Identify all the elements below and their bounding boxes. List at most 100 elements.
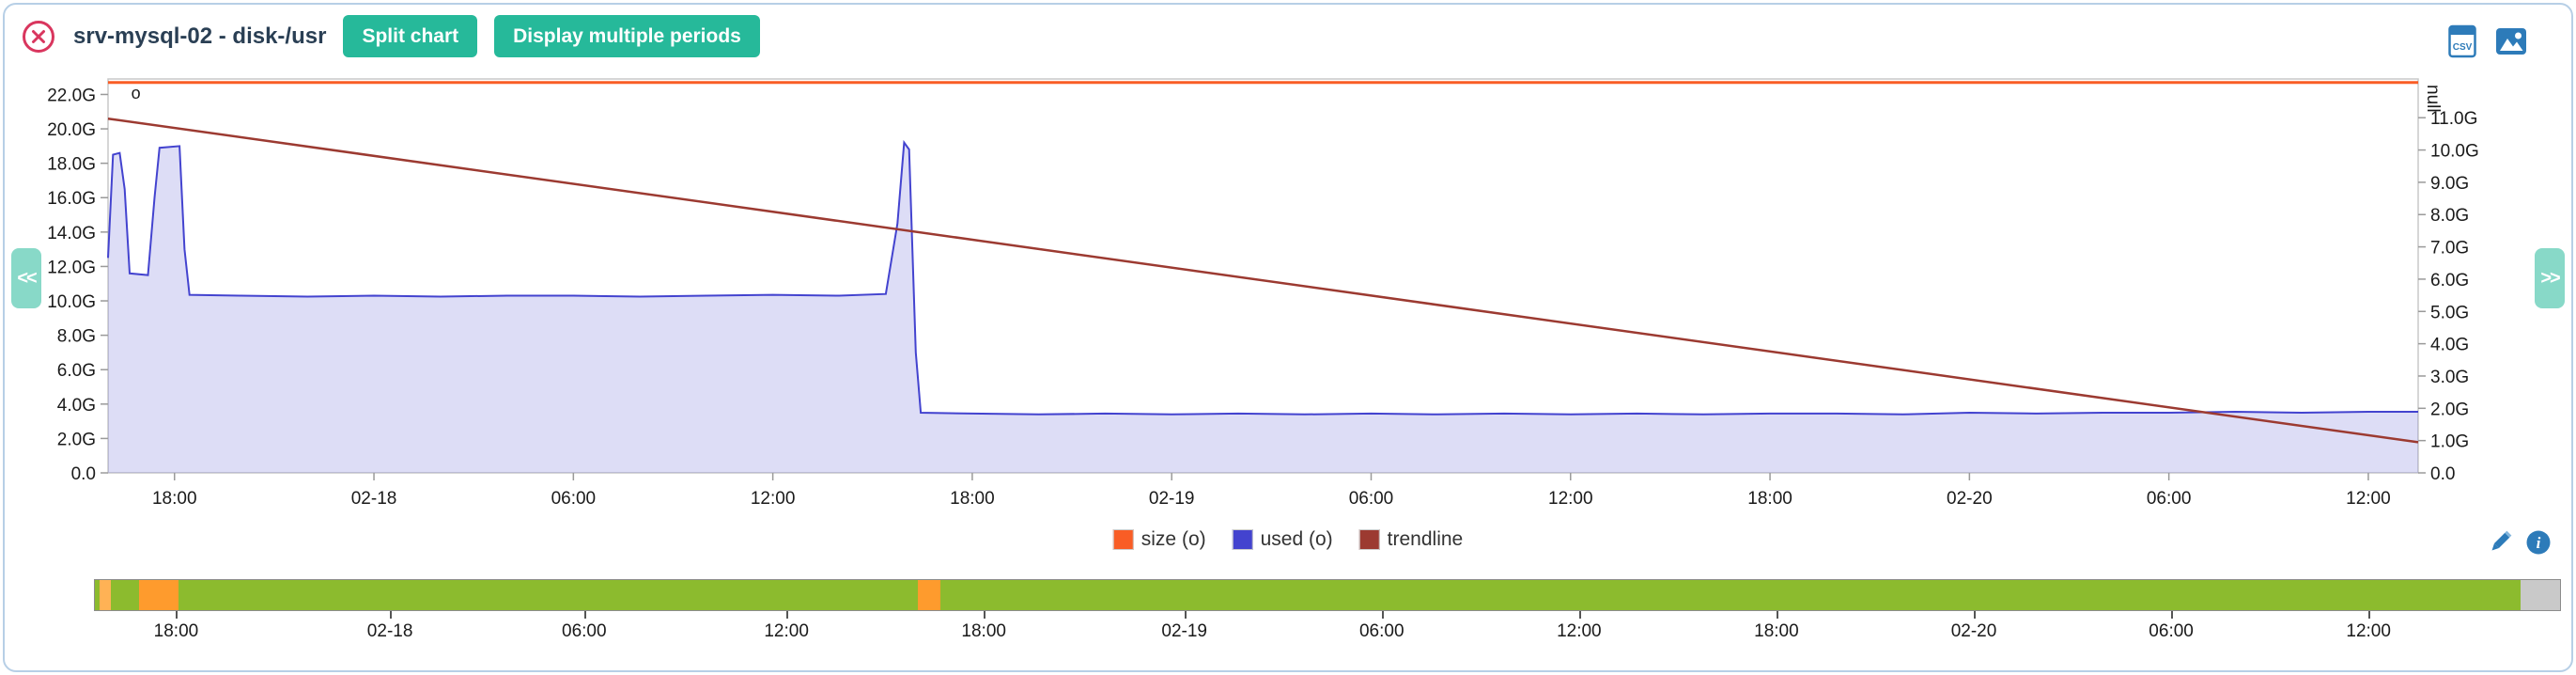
legend-item-size: size (o) [1112,528,1206,551]
circle-x-icon [21,20,56,57]
timeline-axis-label: 18:00 [153,621,199,641]
timeline-tick [1381,611,1384,619]
timeline-axis-label: 02-20 [1950,621,1997,641]
chart-legend: size (o) used (o) trendline [1112,528,1464,551]
timeline-axis-label: 02-18 [366,621,413,641]
left-axis-label: 8.0G [57,327,96,347]
left-axis-label: 2.0G [57,430,96,449]
csv-export-button[interactable]: CSV [2446,24,2478,58]
timeline-segment-orange [139,580,179,610]
left-axis-label: 22.0G [47,86,96,105]
legend-item-trendline: trendline [1358,528,1464,551]
timeline-axis-label: 12:00 [2346,621,2391,641]
x-axis-label: 02-20 [1947,489,1993,509]
series-used-fill [108,142,2418,473]
image-export-button[interactable] [2495,27,2527,55]
close-button[interactable] [21,19,56,55]
timeline-labels: 18:00 02-18 06:00 12:00 18:00 02-19 06:00 12:00… [94,620,2561,644]
legend-swatch-trendline [1358,529,1380,550]
right-axis-label: 7.0G [2430,239,2469,259]
disk-usage-chart[interactable]: 22.0G 20.0G 18.0G 16.0G 14.0G 12.0G 10.0G 8.0G 6… [0,0,2576,523]
timeline-segment-green [940,580,2521,610]
timeline-tick [1776,611,1778,619]
timeline-tick [2171,611,2174,619]
legend-label-trendline: trendline [1387,528,1464,550]
timeline-tick [1184,611,1187,619]
timeline-axis-label: 12:00 [764,621,809,641]
timeline-axis-label: 02-19 [1161,621,1207,641]
left-axis-label: 10.0G [47,292,96,312]
image-export-icon [2495,28,2527,58]
right-axis-label: 5.0G [2430,303,2469,322]
right-axis-label: 4.0G [2430,336,2469,355]
previous-period-button[interactable]: << [11,248,41,308]
timeline-tick [2368,611,2371,619]
left-axis-label: 4.0G [57,396,96,416]
right-axis-label: 11.0G [2430,109,2477,129]
x-axis-label: 18:00 [152,489,197,509]
timeline-tick [1974,611,1976,619]
timeline-axis-label: 18:00 [1754,621,1799,641]
x-axis-label: 06:00 [2147,489,2192,509]
timeline-tick [176,611,178,619]
series-used-line [107,139,2418,416]
x-axis-label: 12:00 [751,489,796,509]
left-axis-label: 6.0G [57,361,96,381]
timeline-segment-orange [918,580,941,610]
timeline-tick [583,611,586,619]
panel-header: srv-mysql-02 - disk-/usr Split chart Dis… [21,15,760,57]
timeline-region: 18:00 02-18 06:00 12:00 18:00 02-19 06:00 12:00… [94,579,2561,644]
left-axis-label: 18.0G [47,155,96,175]
x-axis-label: 12:00 [1548,489,1593,509]
timeline-segment-green [111,580,140,610]
right-axis-label: 8.0G [2430,206,2469,226]
x-axis-label: 02-18 [351,489,397,509]
next-period-button[interactable]: >> [2535,248,2565,308]
right-axis-label: 6.0G [2430,271,2469,290]
timeline-selector[interactable] [94,579,2561,611]
chart-info-button[interactable]: i [2525,529,2552,556]
right-axis-label: 1.0G [2430,432,2469,452]
timeline-segment-green [95,580,101,610]
edit-chart-button[interactable] [2486,528,2514,557]
timeline-segment-green [178,580,919,610]
page-title: srv-mysql-02 - disk-/usr [73,23,327,49]
left-axis-label: 16.0G [47,189,96,209]
x-axis-label: 12:00 [2346,489,2391,509]
timeline-tick [390,611,393,619]
pencil-icon [2486,530,2514,559]
x-axis-label: 06:00 [1349,489,1394,509]
right-axis-label: 10.0G [2430,142,2479,162]
timeline-axis-label: 12:00 [1557,621,1602,641]
timeline-segment-orange_light [100,580,112,610]
series-trendline-line [107,117,2419,444]
plot-area[interactable] [107,78,2419,474]
left-axis-label: 20.0G [47,120,96,140]
x-axis-label: 18:00 [1747,489,1792,509]
timeline-tick [984,611,986,619]
x-axis-label: 06:00 [551,489,597,509]
chart-annotation: o [132,84,141,102]
info-icon: i [2525,530,2552,558]
left-axis-label: 14.0G [47,224,96,243]
timeline-tick [786,611,789,619]
right-axis-label: 2.0G [2430,400,2469,419]
timeline-ticks [94,611,2561,620]
legend-swatch-used [1232,529,1253,550]
legend-label-size: size (o) [1141,528,1206,550]
right-axis-label: 3.0G [2430,368,2469,387]
split-chart-button[interactable]: Split chart [343,15,478,57]
right-axis-unit-label: null [2423,85,2443,113]
display-multiple-periods-button[interactable]: Display multiple periods [494,15,760,57]
left-axis-label: 0.0 [71,464,96,484]
right-axis-label: 0.0 [2430,464,2455,484]
timeline-axis-label: 06:00 [2149,621,2194,641]
timeline-tick [1578,611,1581,619]
timeline-axis-label: 06:00 [1358,621,1404,641]
chart-tools: i [2486,528,2552,557]
svg-text:CSV: CSV [2453,42,2473,53]
legend-item-used: used (o) [1232,528,1333,551]
svg-text:i: i [2537,534,2541,552]
timeline-segment-gray [2521,580,2560,610]
